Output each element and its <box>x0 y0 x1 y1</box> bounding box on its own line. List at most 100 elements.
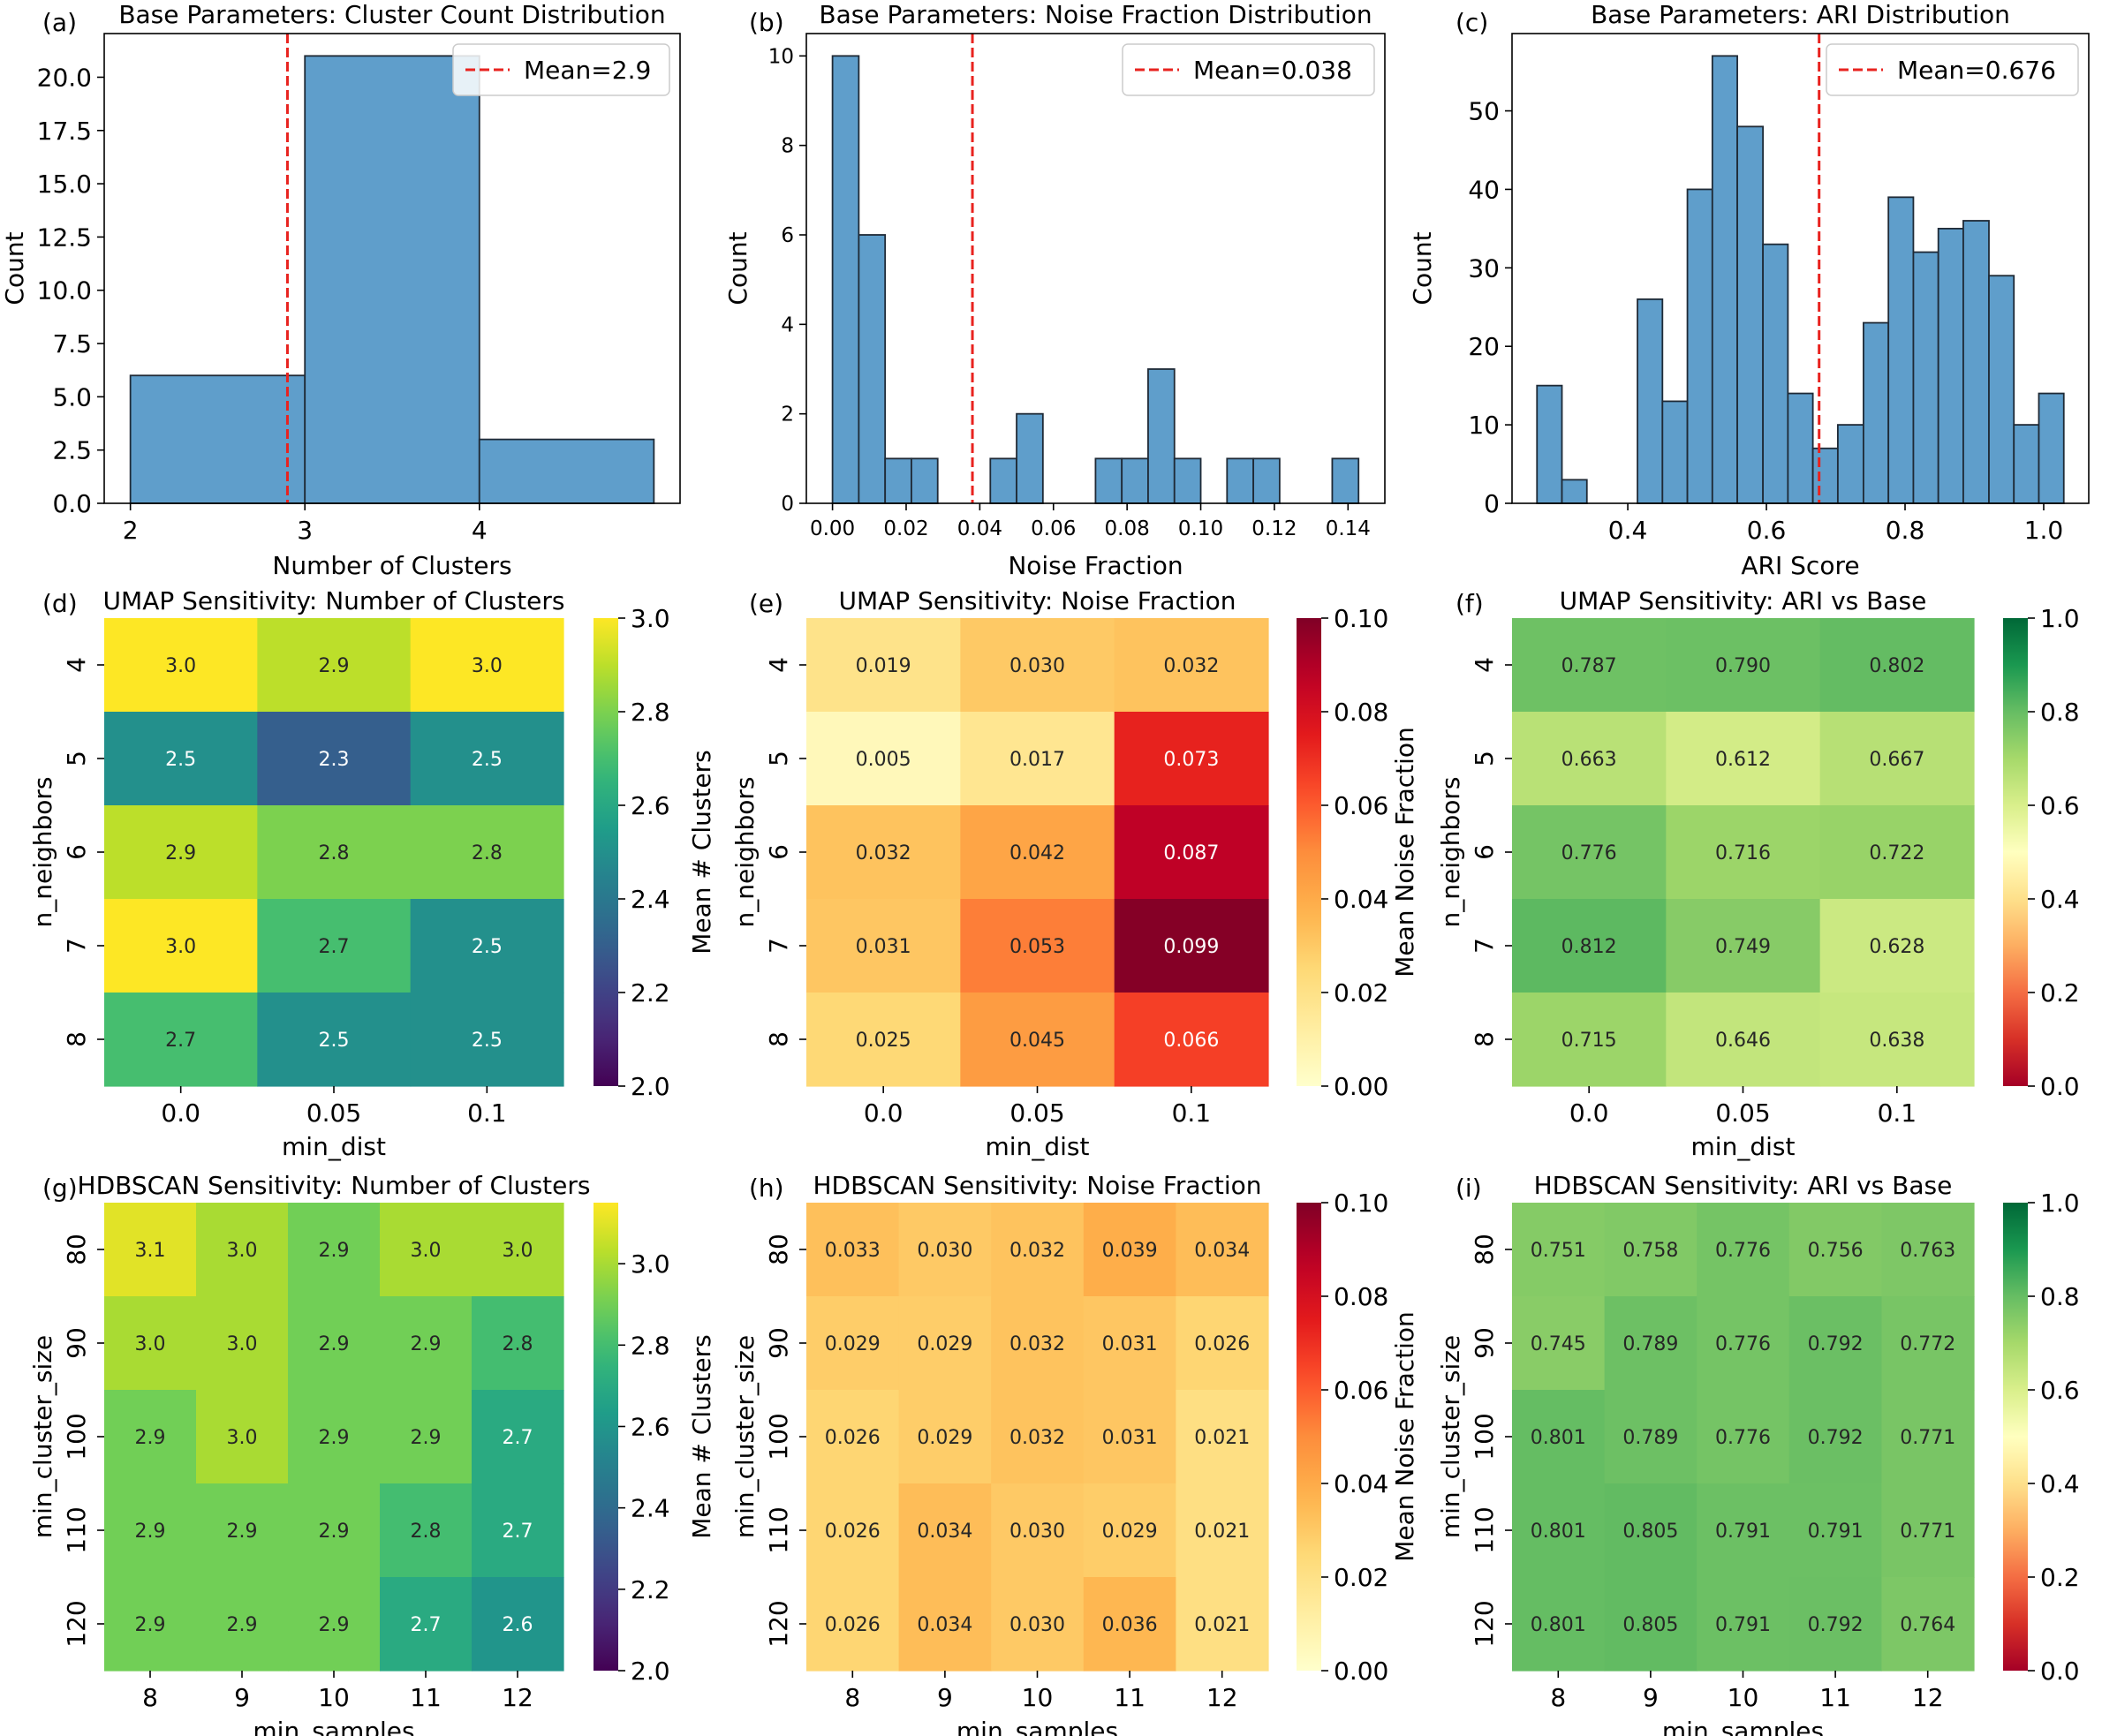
heatmap-cell <box>1881 1296 1975 1391</box>
histogram-bar-6 <box>1736 125 1765 504</box>
heatmap-cell <box>380 1203 473 1297</box>
y-axis-label: min_cluster_size <box>730 1335 760 1538</box>
legend-box <box>452 43 670 96</box>
cell-value-label: 0.789 <box>1622 1333 1678 1355</box>
panel-label: (d) <box>42 589 78 618</box>
cell-value-label: 3.0 <box>503 1240 533 1262</box>
heatmap-cell <box>1697 1577 1790 1672</box>
y-tick-label: 12.5 <box>37 223 92 252</box>
cell-value-label: 0.776 <box>1715 1333 1771 1355</box>
y-tick-label: 5 <box>764 751 793 766</box>
cell-value-label: 2.9 <box>135 1427 166 1449</box>
heatmap-cell <box>806 1203 900 1297</box>
colorbar-tick-label: 0.02 <box>1334 1563 1388 1592</box>
colorbar: 2.0 2.2 2.4 2.6 2.8 3.0 Mean # Clusters <box>594 1203 716 1686</box>
heatmap-cell <box>1176 1483 1269 1578</box>
x-tick-label: 0.6 <box>1747 516 1787 545</box>
panel-label: (h) <box>749 1174 784 1203</box>
cell-value-label: 0.787 <box>1561 655 1617 677</box>
histogram-bar-3 <box>911 457 939 504</box>
y-tick-label: 6 <box>1470 844 1499 860</box>
x-tick-label: 11 <box>1819 1683 1851 1712</box>
cell-value-label: 0.021 <box>1194 1521 1250 1543</box>
heatmap-cell <box>960 618 1115 713</box>
heatmap-cell <box>1697 1296 1790 1391</box>
colorbar-strip <box>2003 618 2028 1086</box>
cell-value-label: 0.715 <box>1561 1030 1617 1052</box>
x-axis-label: min_dist <box>282 1132 386 1161</box>
colorbar-strip <box>2003 1203 2028 1671</box>
heatmap-cell <box>1788 1577 1882 1672</box>
colorbar-tick-label: 0.04 <box>1334 1469 1388 1498</box>
cell-value-label: 0.032 <box>1009 1427 1065 1449</box>
heatmap-cell <box>1083 1390 1176 1484</box>
cell-value-label: 0.749 <box>1715 936 1771 958</box>
cell-value-label: 0.019 <box>856 655 911 677</box>
heatmap-cell <box>1666 618 1821 713</box>
heatmap-cell <box>1604 1203 1697 1297</box>
legend: Mean=0.038 <box>1122 43 1375 96</box>
y-tick-label: 110 <box>62 1506 91 1553</box>
heatmap-cell <box>991 1296 1085 1391</box>
cell-value-label: 2.7 <box>503 1427 533 1449</box>
heatmap-cell <box>196 1203 289 1297</box>
histogram-bar-8 <box>1787 392 1814 504</box>
cell-value-label: 0.791 <box>1808 1521 1864 1543</box>
panel-label: (e) <box>749 589 783 618</box>
heatmap-cell <box>898 1203 992 1297</box>
chart-title: Base Parameters: Cluster Count Distribut… <box>118 0 665 29</box>
cell-value-label: 0.663 <box>1561 749 1617 771</box>
chart-title: HDBSCAN Sensitivity: ARI vs Base <box>1534 1171 1953 1200</box>
colorbar-tick-label: 0.6 <box>2040 1376 2080 1405</box>
colorbar-label: Mean # Clusters <box>687 1334 716 1539</box>
histogram-bar-0 <box>1536 384 1563 504</box>
heatmap-cell <box>1083 1296 1176 1391</box>
y-tick-label: 10 <box>768 45 794 68</box>
cell-value-label: 0.032 <box>1009 1240 1065 1262</box>
y-tick-label: 0.0 <box>52 489 92 518</box>
heatmap-cell <box>806 1296 900 1391</box>
y-tick-label: 4 <box>781 313 794 336</box>
heatmap-cell <box>1881 1577 1975 1672</box>
colorbar-tick-label: 2.8 <box>631 1331 670 1360</box>
cell-value-label: 0.005 <box>856 749 911 771</box>
heatmap-cell <box>410 899 564 993</box>
x-tick-label: 9 <box>1643 1683 1659 1712</box>
colorbar-tick-label: 0.08 <box>1334 698 1388 727</box>
axes-frame <box>103 33 681 504</box>
heatmap-cell <box>1512 712 1667 806</box>
heatmap-cell <box>1788 1296 1882 1391</box>
x-tick-label: 0.0 <box>1569 1098 1609 1128</box>
cell-value-label: 0.763 <box>1900 1240 1955 1262</box>
heatmap-cell <box>196 1296 289 1391</box>
x-tick-label: 11 <box>1114 1683 1146 1712</box>
histogram-bar-12 <box>1252 457 1281 504</box>
colorbar-tick-label: 2.4 <box>631 885 670 914</box>
cell-value-label: 2.7 <box>319 936 350 958</box>
cell-value-label: 0.099 <box>1163 936 1219 958</box>
heatmap-cell <box>288 1203 381 1297</box>
heatmap-cell <box>1819 993 1975 1087</box>
y-tick-label: 120 <box>764 1600 793 1647</box>
y-tick-label: 15.0 <box>37 170 92 199</box>
heatmap-cell <box>1512 993 1667 1087</box>
heatmap-cell <box>1819 712 1975 806</box>
heatmap-cell <box>288 1296 381 1391</box>
colorbar-label: Mean ARI vs Base <box>2097 1326 2102 1546</box>
y-tick-label: 7 <box>1470 938 1499 954</box>
heatmap-cell <box>257 899 412 993</box>
heatmap-cell <box>472 1577 564 1672</box>
y-tick-label: 100 <box>764 1413 793 1460</box>
cell-value-label: 0.036 <box>1102 1614 1158 1636</box>
heatmap-cell <box>960 899 1115 993</box>
x-tick-label: 8 <box>844 1683 860 1712</box>
cell-value-label: 3.1 <box>135 1240 166 1262</box>
heatmap-cell <box>991 1483 1085 1578</box>
cell-value-label: 0.791 <box>1715 1521 1771 1543</box>
histogram-bar-13 <box>1331 457 1360 504</box>
cell-value-label: 0.789 <box>1622 1427 1678 1449</box>
cell-value-label: 0.087 <box>1163 842 1219 864</box>
cell-value-label: 0.029 <box>917 1333 972 1355</box>
heatmap-cell <box>960 805 1115 900</box>
x-axis-label: Number of Clusters <box>272 551 511 580</box>
